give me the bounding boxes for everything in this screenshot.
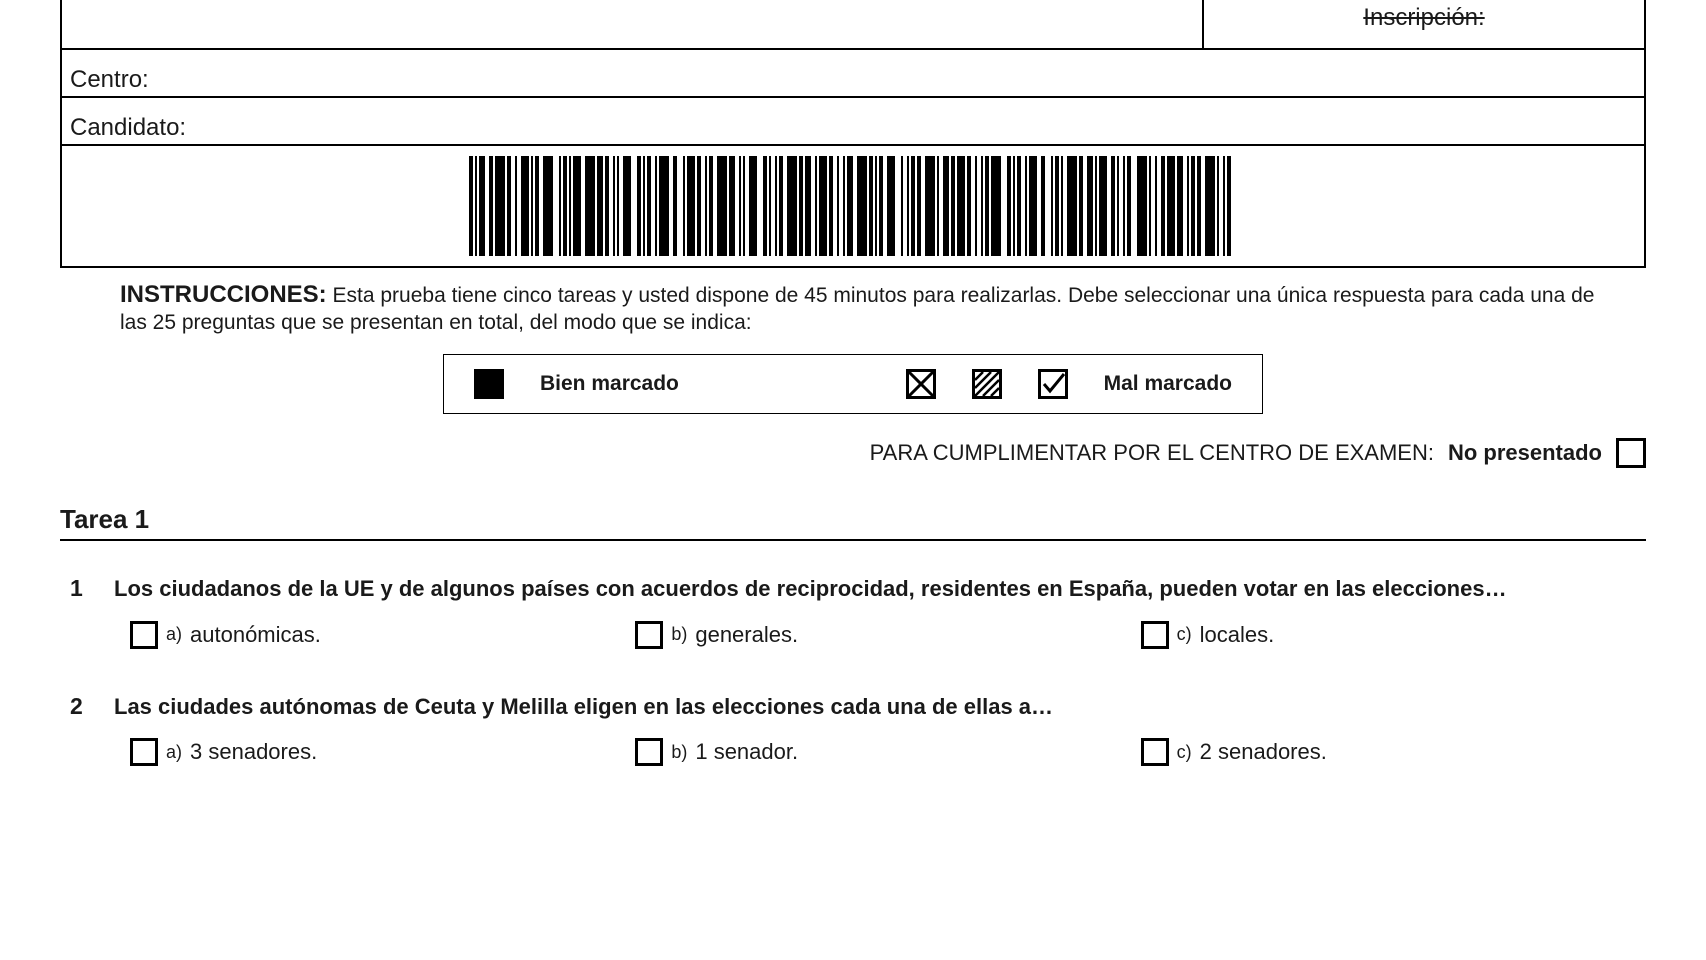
option-text: 3 senadores. xyxy=(190,739,317,765)
no-presentado-checkbox[interactable] xyxy=(1616,438,1646,468)
bad-mark-label: Mal marcado xyxy=(1104,372,1232,396)
option-checkbox[interactable] xyxy=(130,621,158,649)
cross-box-icon xyxy=(906,369,936,399)
options-row: a) 3 senadores.b) 1 senador.c) 2 senador… xyxy=(70,738,1646,766)
option-text: locales. xyxy=(1200,622,1275,648)
option-letter: c) xyxy=(1177,742,1192,763)
center-fill-prefix: PARA CUMPLIMENTAR POR EL CENTRO DE EXAME… xyxy=(870,440,1434,466)
option-checkbox[interactable] xyxy=(1141,621,1169,649)
option-letter: c) xyxy=(1177,624,1192,645)
form-row-candidato: Candidato: xyxy=(62,98,1644,146)
option-text: 2 senadores. xyxy=(1200,739,1327,765)
good-mark-label: Bien marcado xyxy=(540,372,679,396)
option-text: autonómicas. xyxy=(190,622,321,648)
center-fill-line: PARA CUMPLIMENTAR POR EL CENTRO DE EXAME… xyxy=(60,438,1646,468)
question: 1 Los ciudadanos de la UE y de algunos pa… xyxy=(60,575,1646,649)
option-text: 1 senador. xyxy=(695,739,798,765)
option: c) locales. xyxy=(1141,621,1646,649)
option-checkbox[interactable] xyxy=(635,621,663,649)
options-row: a) autonómicas.b) generales.c) locales. xyxy=(70,621,1646,649)
option: a) autonómicas. xyxy=(130,621,635,649)
option-letter: a) xyxy=(166,742,182,763)
tarea-heading: Tarea 1 xyxy=(60,504,1646,541)
form-row-inscripcion: Inscripción: xyxy=(1204,0,1644,48)
question: 2 Las ciudades autónomas de Ceuta y Melil… xyxy=(60,693,1646,767)
questions-container: 1 Los ciudadanos de la UE y de algunos pa… xyxy=(60,575,1646,766)
instructions-lead: INSTRUCCIONES: xyxy=(120,281,327,308)
center-fill-bold: No presentado xyxy=(1448,440,1602,466)
option-text: generales. xyxy=(695,622,798,648)
centro-label: Centro: xyxy=(70,66,149,94)
inscripcion-label: Inscripción: xyxy=(1363,4,1484,32)
question-text: Las ciudades autónomas de Ceuta y Melill… xyxy=(114,693,1646,721)
form-row-top-left xyxy=(62,0,1204,48)
option-checkbox[interactable] xyxy=(635,738,663,766)
filled-square-icon xyxy=(474,369,504,399)
instructions-block: INSTRUCCIONES: Esta prueba tiene cinco t… xyxy=(60,280,1646,336)
barcode xyxy=(469,156,1237,256)
question-number: 1 xyxy=(70,575,96,603)
exam-form-page: Inscripción: Centro: Candidato: INSTRUCC… xyxy=(0,0,1706,766)
form-row-top: Inscripción: xyxy=(62,0,1644,50)
candidate-info-table: Inscripción: Centro: Candidato: xyxy=(60,0,1646,268)
check-box-icon xyxy=(1038,369,1068,399)
option: c) 2 senadores. xyxy=(1141,738,1646,766)
question-text: Los ciudadanos de la UE y de algunos paí… xyxy=(114,575,1646,603)
option: b) 1 senador. xyxy=(635,738,1140,766)
option: b) generales. xyxy=(635,621,1140,649)
barcode-row xyxy=(62,146,1644,266)
option: a) 3 senadores. xyxy=(130,738,635,766)
option-checkbox[interactable] xyxy=(130,738,158,766)
instructions-body: Esta prueba tiene cinco tareas y usted d… xyxy=(120,284,1594,334)
option-letter: b) xyxy=(671,742,687,763)
option-checkbox[interactable] xyxy=(1141,738,1169,766)
candidato-label: Candidato: xyxy=(70,114,186,142)
option-letter: a) xyxy=(166,624,182,645)
form-row-centro: Centro: xyxy=(62,50,1644,98)
question-number: 2 xyxy=(70,693,96,721)
marking-legend: Bien marcado Mal marcado xyxy=(443,354,1263,414)
option-letter: b) xyxy=(671,624,687,645)
hatched-box-icon xyxy=(972,369,1002,399)
